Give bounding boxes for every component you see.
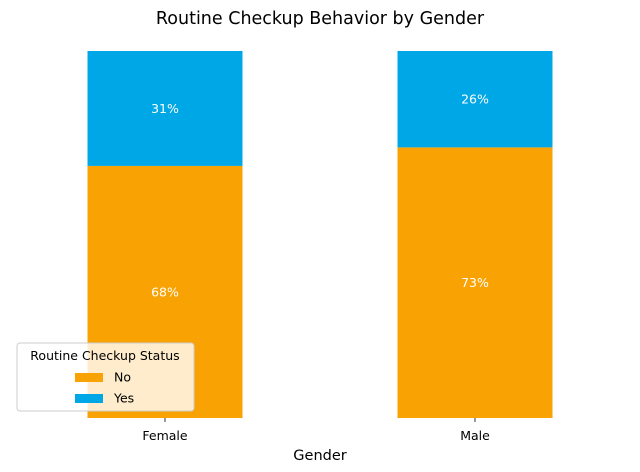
data-label-female-no: 68% (151, 284, 179, 299)
legend-label-yes: Yes (113, 391, 134, 406)
data-label-female-yes: 31% (151, 101, 179, 116)
legend-swatch-yes (75, 394, 103, 403)
bar-female-yes (87, 51, 243, 166)
legend-entries: No Yes (75, 370, 134, 406)
x-axis-label: Gender (293, 448, 346, 464)
legend: Routine Checkup Status No Yes (16, 342, 195, 412)
x-tick-label-male: Male (460, 428, 490, 443)
data-label-male-no: 73% (461, 275, 489, 290)
legend-label-no: No (114, 370, 131, 385)
x-tick-label-female: Female (142, 428, 188, 443)
x-tick-labels: Female Male (142, 418, 490, 443)
legend-title: Routine Checkup Status (30, 348, 179, 363)
data-labels-layer: 68% 31% 73% 26% (151, 92, 489, 300)
legend-frame (16, 342, 195, 412)
legend-swatch-no (75, 373, 103, 382)
bar-male-no (397, 147, 553, 418)
bar-male-yes (397, 51, 553, 148)
chart-title: Routine Checkup Behavior by Gender (156, 9, 485, 29)
data-label-male-yes: 26% (461, 92, 489, 107)
bars-layer (87, 51, 553, 418)
